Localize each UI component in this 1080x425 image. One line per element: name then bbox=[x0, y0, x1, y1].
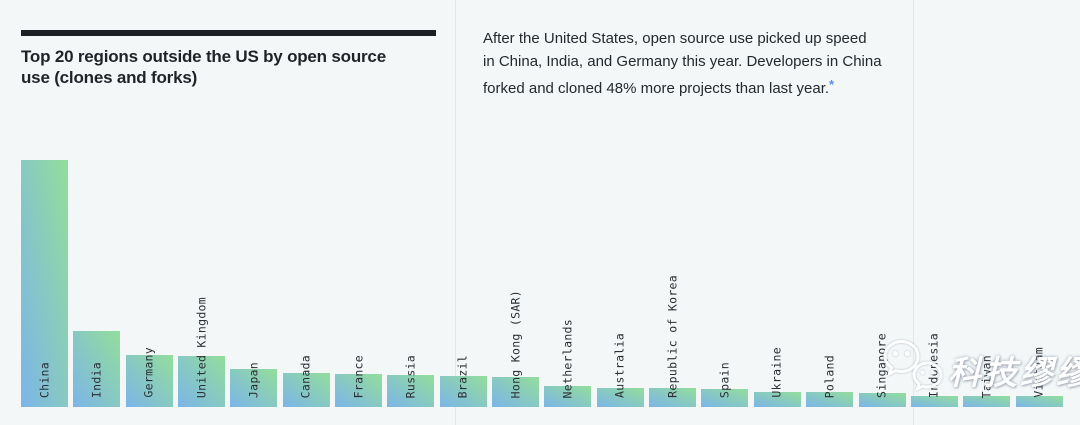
panel-divider-left bbox=[455, 0, 456, 425]
bar-label: Indonesia bbox=[926, 332, 941, 398]
bar-label: Netherlands bbox=[560, 318, 575, 398]
description-line-3: forked and cloned 48% more projects than… bbox=[483, 80, 830, 97]
bar-label: Australia bbox=[612, 332, 627, 398]
bar-singapore: Singapore bbox=[858, 333, 906, 407]
bar-label: Ukraine bbox=[769, 347, 784, 398]
bar-label: Poland bbox=[821, 354, 836, 398]
bar-indonesia: Indonesia bbox=[910, 333, 958, 407]
bar-china: China bbox=[21, 160, 68, 407]
bar-label: Hong Kong (SAR) bbox=[507, 289, 522, 398]
bar-republic-of-korea: Republic of Korea bbox=[649, 275, 697, 407]
bar-label: Japan bbox=[246, 361, 261, 398]
page-title-line-1: Top 20 regions outside the US by open so… bbox=[21, 47, 386, 66]
bar-ukraine: Ukraine bbox=[753, 347, 801, 407]
description-text: After the United States, open source use… bbox=[483, 27, 913, 100]
bar-label: Singapore bbox=[874, 332, 889, 398]
bar-label: Russia bbox=[403, 354, 418, 398]
bar-poland: Poland bbox=[806, 355, 854, 407]
bar-label: China bbox=[36, 361, 51, 398]
title-rule bbox=[21, 30, 436, 36]
bar-netherlands: Netherlands bbox=[544, 319, 592, 407]
description-line-1: After the United States, open source use… bbox=[483, 30, 867, 47]
bar-united-kingdom: United Kingdom bbox=[178, 297, 226, 407]
bar-russia: Russia bbox=[387, 355, 435, 407]
bar-label: Brazil bbox=[455, 354, 470, 398]
bar-japan: Japan bbox=[230, 362, 278, 407]
page-title: Top 20 regions outside the US by open so… bbox=[21, 46, 436, 88]
bar-label: India bbox=[89, 361, 104, 398]
bar-australia: Australia bbox=[596, 333, 644, 407]
footnote-asterisk-link[interactable]: * bbox=[829, 77, 835, 92]
bar-label: Republic of Korea bbox=[664, 275, 679, 398]
bar-vietnam: Vietnam bbox=[1015, 347, 1063, 407]
bar-label: Germany bbox=[141, 347, 156, 398]
bar-label: Canada bbox=[298, 354, 313, 398]
bar-taiwan: Taiwan bbox=[963, 355, 1011, 407]
bar-label: United Kingdom bbox=[193, 296, 208, 398]
bar-france: France bbox=[335, 355, 383, 407]
bar-brazil: Brazil bbox=[439, 355, 487, 407]
description-line-2: in China, India, and Germany this year. … bbox=[483, 53, 882, 70]
bar-india: India bbox=[73, 331, 121, 407]
bar-canada: Canada bbox=[282, 355, 330, 407]
bar-germany: Germany bbox=[125, 347, 173, 407]
page-title-line-2: use (clones and forks) bbox=[21, 68, 198, 87]
bar-label: France bbox=[350, 354, 365, 398]
bar-hong-kong-sar: Hong Kong (SAR) bbox=[492, 290, 540, 407]
panel-divider-right bbox=[913, 0, 914, 425]
bar-chart: China India Germany United Kingdom Japan Cana… bbox=[21, 160, 1063, 407]
bar-label: Spain bbox=[717, 361, 732, 398]
bar-spain: Spain bbox=[701, 362, 749, 407]
bar-label: Taiwan bbox=[978, 354, 993, 398]
title-block: Top 20 regions outside the US by open so… bbox=[21, 30, 436, 88]
bar-label: Vietnam bbox=[1031, 347, 1046, 398]
